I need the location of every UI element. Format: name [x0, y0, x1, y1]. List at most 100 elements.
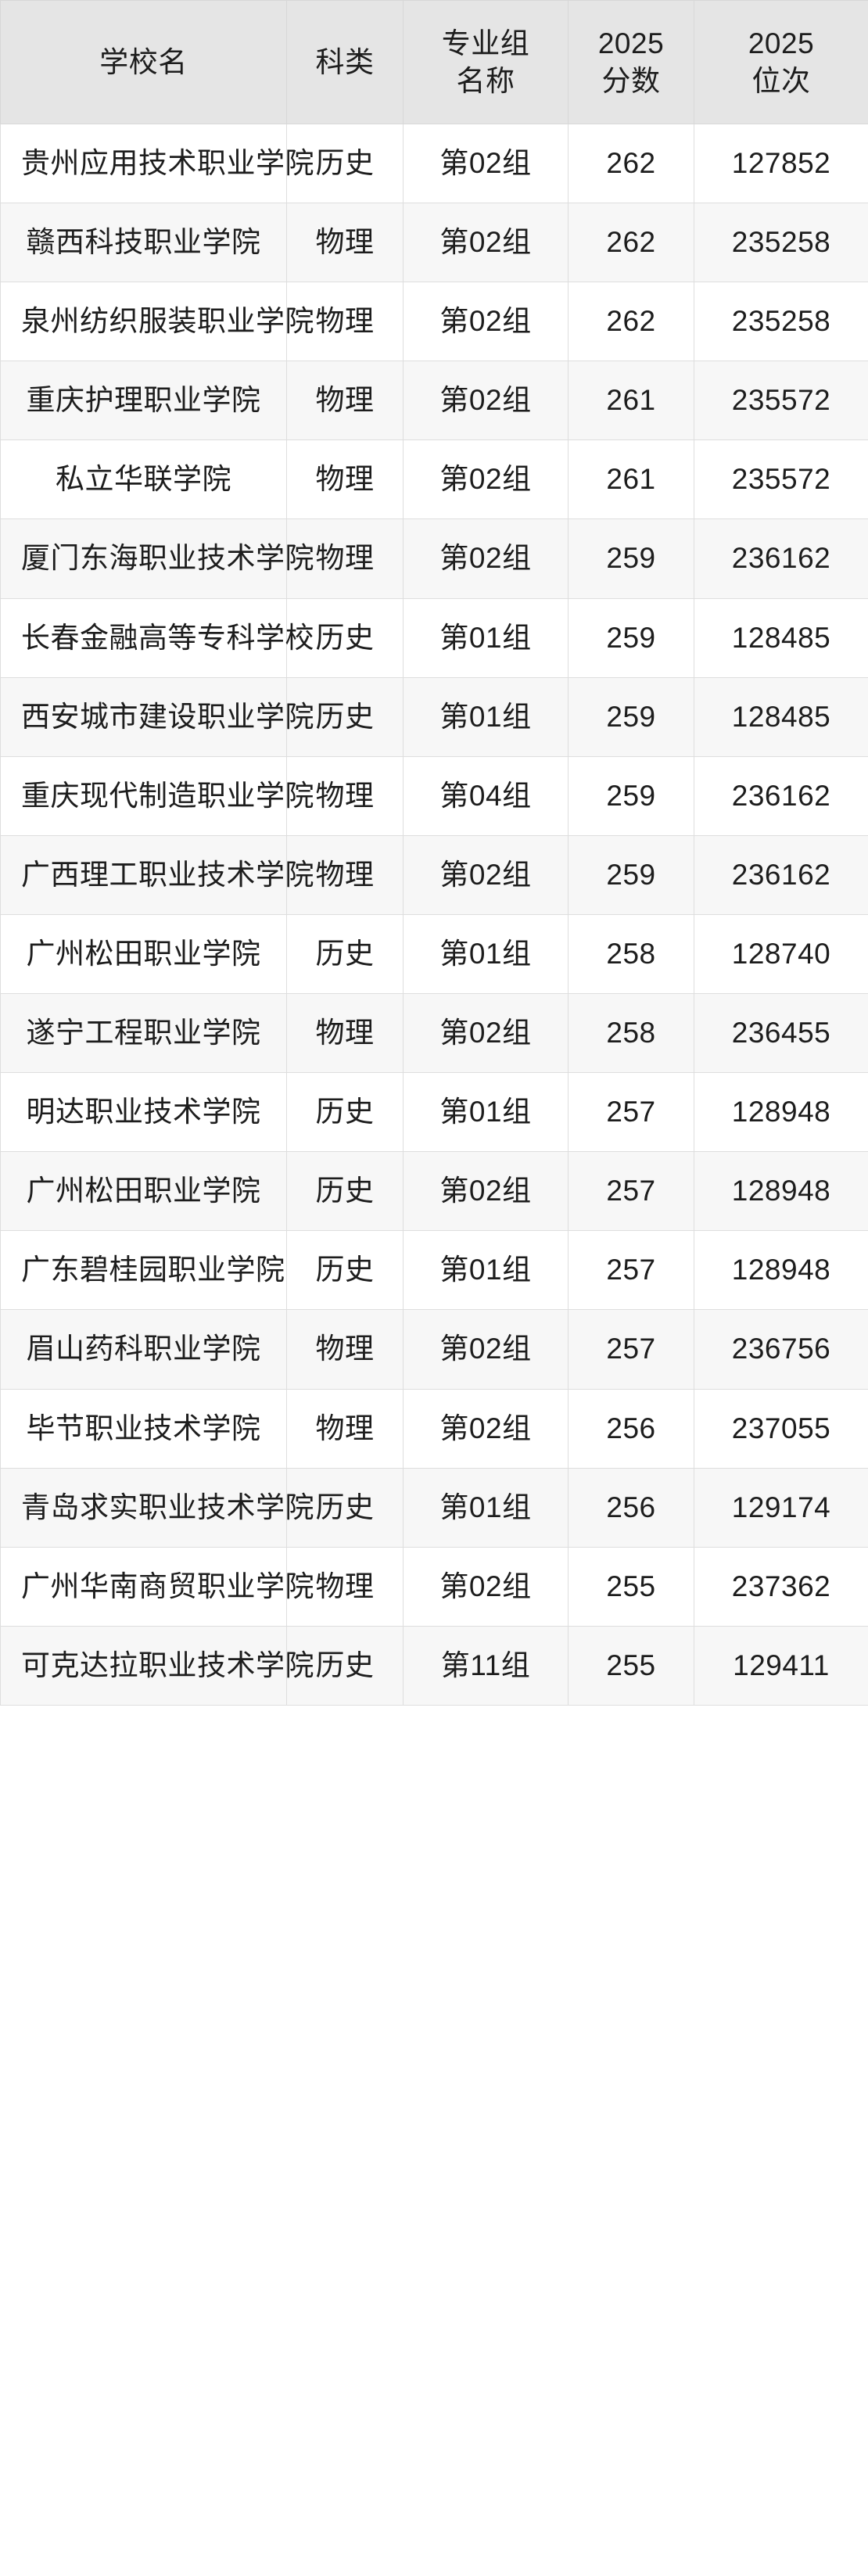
- cell-school: 长春金融高等专科学校: [0, 597, 314, 678]
- cell-rank: 127852: [694, 123, 868, 204]
- table-row[interactable]: 广州松田职业学院 历史 第01组 258 128740: [0, 913, 868, 995]
- cell-subject: 历史: [286, 597, 404, 678]
- cell-group: 第02组: [403, 1388, 569, 1469]
- column-header-group[interactable]: 专业组 名称: [403, 0, 569, 124]
- cell-rank: 235572: [694, 361, 868, 441]
- cell-subject: 物理: [286, 1388, 404, 1469]
- column-header-rank-line: 2025: [748, 27, 815, 60]
- column-header-score[interactable]: 2025 分数: [568, 0, 694, 124]
- cell-group: 第02组: [403, 203, 569, 283]
- cell-school: 西安城市建设职业学院: [0, 676, 314, 757]
- cell-score: 259: [568, 518, 694, 599]
- cell-subject: 物理: [286, 1309, 404, 1390]
- cell-subject: 历史: [286, 1230, 404, 1311]
- cell-group: 第02组: [403, 993, 569, 1074]
- table-row[interactable]: 泉州纺织服装职业学院 物理 第02组 262 235258: [0, 282, 868, 362]
- cell-group: 第01组: [403, 1467, 569, 1548]
- table-row[interactable]: 贵州应用技术职业学院 历史 第02组 262 127852: [0, 123, 868, 204]
- cell-score: 256: [568, 1388, 694, 1469]
- cell-school: 贵州应用技术职业学院: [0, 123, 314, 204]
- table-row[interactable]: 厦门东海职业技术学院 物理 第02组 259 236162: [0, 518, 868, 599]
- cell-subject: 物理: [286, 439, 404, 520]
- column-header-group-line: 专业组: [441, 27, 530, 60]
- table-header: 学校名 科类 专业组 名称 2025 分数 2025 位次: [0, 0, 868, 124]
- cell-rank: 128485: [694, 676, 868, 757]
- table-row[interactable]: 重庆现代制造职业学院 物理 第04组 259 236162: [0, 755, 868, 836]
- cell-school: 可克达拉职业技术学院: [0, 1625, 314, 1706]
- table-row[interactable]: 遂宁工程职业学院 物理 第02组 258 236455: [0, 993, 868, 1074]
- cell-rank: 128948: [694, 1230, 868, 1311]
- table-row[interactable]: 长春金融高等专科学校 历史 第01组 259 128485: [0, 597, 868, 678]
- cell-group: 第02组: [403, 1546, 569, 1627]
- cell-subject: 物理: [286, 203, 404, 283]
- cell-rank: 235258: [694, 282, 868, 362]
- cell-subject: 历史: [286, 1467, 404, 1548]
- cell-score: 257: [568, 1309, 694, 1390]
- cell-subject: 物理: [286, 834, 404, 915]
- cell-score: 258: [568, 993, 694, 1074]
- table-row[interactable]: 广东碧桂园职业学院 历史 第01组 257 128948: [0, 1230, 868, 1311]
- cell-school: 广西理工职业技术学院: [0, 834, 314, 915]
- admission-score-table: 学校名 科类 专业组 名称 2025 分数 2025 位次 贵州应用技术职业学院 历史 第02组 2…: [0, 0, 868, 1706]
- table-row[interactable]: 赣西科技职业学院 物理 第02组 262 235258: [0, 203, 868, 283]
- table-row[interactable]: 青岛求实职业技术学院 历史 第01组 256 129174: [0, 1467, 868, 1548]
- table-body: 贵州应用技术职业学院 历史 第02组 262 127852 赣西科技职业学院 物理 第02组 2…: [0, 123, 868, 1706]
- cell-group: 第01组: [403, 913, 569, 995]
- cell-rank: 235258: [694, 203, 868, 283]
- cell-rank: 128948: [694, 1072, 868, 1153]
- cell-score: 262: [568, 203, 694, 283]
- cell-group: 第01组: [403, 597, 569, 678]
- column-header-subject[interactable]: 科类: [286, 0, 404, 124]
- table-row[interactable]: 广州松田职业学院 历史 第02组 257 128948: [0, 1151, 868, 1232]
- cell-score: 258: [568, 913, 694, 995]
- cell-school: 赣西科技职业学院: [0, 203, 287, 283]
- cell-rank: 128948: [694, 1151, 868, 1232]
- cell-score: 259: [568, 676, 694, 757]
- cell-group: 第11组: [403, 1625, 569, 1706]
- cell-score: 261: [568, 439, 694, 520]
- table-row[interactable]: 私立华联学院 物理 第02组 261 235572: [0, 439, 868, 520]
- cell-score: 259: [568, 755, 694, 836]
- cell-group: 第02组: [403, 834, 569, 915]
- column-header-rank-line: 位次: [751, 64, 811, 97]
- table-row[interactable]: 明达职业技术学院 历史 第01组 257 128948: [0, 1072, 868, 1153]
- cell-subject: 物理: [286, 755, 404, 836]
- cell-school: 重庆护理职业学院: [0, 361, 287, 441]
- cell-rank: 128485: [694, 597, 868, 678]
- cell-subject: 历史: [286, 1072, 404, 1153]
- table-row[interactable]: 眉山药科职业学院 物理 第02组 257 236756: [0, 1309, 868, 1390]
- table-row[interactable]: 广西理工职业技术学院 物理 第02组 259 236162: [0, 834, 868, 915]
- cell-rank: 236455: [694, 993, 868, 1074]
- cell-score: 262: [568, 282, 694, 362]
- table-row[interactable]: 毕节职业技术学院 物理 第02组 256 237055: [0, 1388, 868, 1469]
- cell-group: 第02组: [403, 518, 569, 599]
- column-header-score-line: 分数: [601, 64, 661, 97]
- cell-group: 第04组: [403, 755, 569, 836]
- cell-group: 第01组: [403, 1230, 569, 1311]
- cell-group: 第01组: [403, 1072, 569, 1153]
- cell-score: 262: [568, 123, 694, 204]
- cell-score: 256: [568, 1467, 694, 1548]
- cell-rank: 237055: [694, 1388, 868, 1469]
- cell-group: 第02组: [403, 1151, 569, 1232]
- cell-score: 259: [568, 597, 694, 678]
- cell-rank: 237362: [694, 1546, 868, 1627]
- table-row[interactable]: 重庆护理职业学院 物理 第02组 261 235572: [0, 361, 868, 441]
- cell-rank: 236162: [694, 755, 868, 836]
- cell-group: 第02组: [403, 123, 569, 204]
- cell-subject: 历史: [286, 123, 404, 204]
- table-row[interactable]: 可克达拉职业技术学院 历史 第11组 255 129411: [0, 1625, 868, 1706]
- table-row[interactable]: 广州华南商贸职业学院 物理 第02组 255 237362: [0, 1546, 868, 1627]
- cell-rank: 129174: [694, 1467, 868, 1548]
- column-header-rank[interactable]: 2025 位次: [694, 0, 868, 124]
- column-header-school-line: 学校名: [99, 45, 188, 78]
- cell-school: 厦门东海职业技术学院: [0, 518, 314, 599]
- cell-subject: 物理: [286, 361, 404, 441]
- cell-school: 广州华南商贸职业学院: [0, 1546, 314, 1627]
- cell-score: 261: [568, 361, 694, 441]
- cell-group: 第01组: [403, 676, 569, 757]
- cell-rank: 236162: [694, 518, 868, 599]
- column-header-school[interactable]: 学校名: [0, 0, 287, 124]
- cell-school: 广州松田职业学院: [0, 1151, 287, 1232]
- table-row[interactable]: 西安城市建设职业学院 历史 第01组 259 128485: [0, 676, 868, 757]
